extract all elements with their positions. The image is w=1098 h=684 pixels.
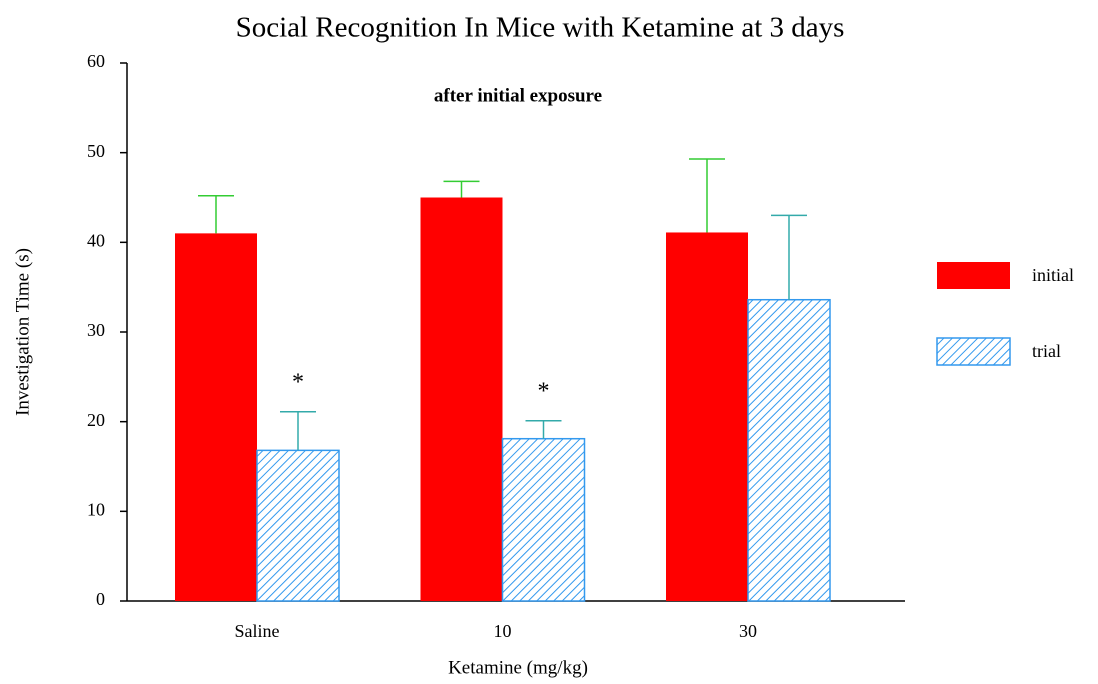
chart-title: Social Recognition In Mice with Ketamine… — [236, 12, 845, 44]
legend-swatch — [937, 262, 1010, 289]
y-tick-label: 40 — [87, 230, 105, 250]
legend-swatch — [936, 337, 1011, 366]
x-tick-label: 30 — [739, 621, 757, 641]
x-tick-label: 10 — [494, 621, 512, 641]
y-axis-label: Investigation Time (s) — [12, 248, 33, 416]
legend-label: initial — [1032, 265, 1074, 285]
legend-label: trial — [1032, 341, 1061, 361]
bar — [501, 437, 586, 602]
subtitle: after initial exposure — [434, 85, 602, 106]
bar — [175, 233, 257, 601]
bar — [256, 449, 340, 602]
y-tick-label: 50 — [87, 141, 105, 161]
x-tick-label: Saline — [235, 621, 280, 641]
significance-marker: * — [292, 369, 304, 395]
x-axis-label: Ketamine (mg/kg) — [448, 657, 588, 678]
y-tick-label: 10 — [87, 499, 105, 519]
y-tick-label: 20 — [87, 410, 105, 430]
bar — [666, 232, 748, 601]
bar — [420, 197, 503, 601]
y-tick-label: 60 — [87, 51, 105, 71]
significance-marker: * — [538, 378, 550, 404]
y-tick-label: 0 — [96, 589, 105, 609]
y-tick-label: 30 — [87, 320, 105, 340]
bar — [747, 298, 831, 602]
